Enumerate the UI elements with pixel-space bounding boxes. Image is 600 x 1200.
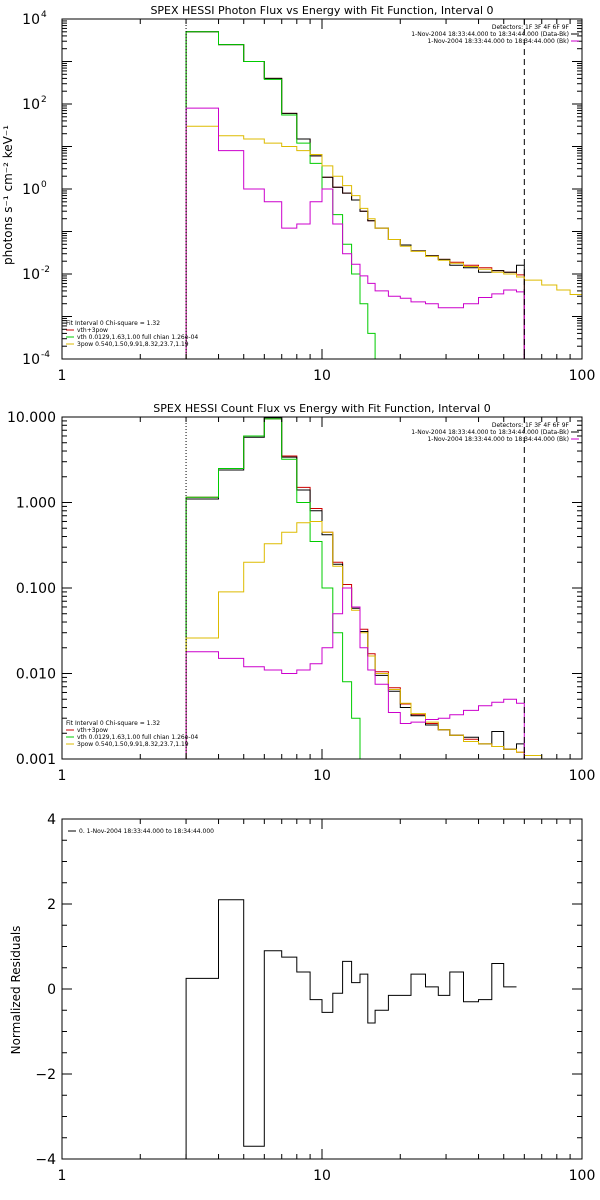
y-tick-label: 0.100 <box>16 581 56 597</box>
count-flux-plot: 1 10 100 0.001 0.010 0.100 1.000 10.000 Detector… <box>7 410 595 784</box>
residuals-plot: 1 10 100 −4 −2 0 2 4 0. 1-Nov-2004 18:33:44.000 … <box>35 812 595 1184</box>
x-tick-label: 10 <box>313 1168 331 1184</box>
plot-frame <box>61 818 583 1160</box>
x-tick-label: 100 <box>569 1168 596 1184</box>
photon-flux-ylabel: photons s⁻¹ cm⁻² keV⁻¹ <box>1 125 15 265</box>
legend-bottom-entry: 3pow 0.540,1.50,9.91,8.32,23.7,1.19 <box>77 741 189 748</box>
y-tick-label: 10 <box>22 267 40 283</box>
x-tick-label: 100 <box>569 368 596 384</box>
legend-top-entry: 1-Nov-2004 18:33:44.000 to 18:34:44.000 … <box>411 429 569 436</box>
series-group <box>185 31 582 359</box>
y-tick-label: −2 <box>35 1067 56 1083</box>
y-tick-label: 2 <box>47 897 56 913</box>
series-line-4 <box>185 107 525 359</box>
residuals-panel: Normalized Residuals 1 10 100 −4 −2 0 2 4 0. 1-N… <box>9 812 595 1184</box>
y-tick-label: 10.000 <box>7 410 56 426</box>
y-tick-label: 0.001 <box>16 752 56 768</box>
legend-bottom-entry: 3pow 0.540,1.50,9.91,8.32,23.7,1.19 <box>77 341 189 348</box>
x-tick-label: 100 <box>569 768 596 784</box>
count-flux-title: SPEX HESSI Count Flux vs Energy with Fit… <box>153 402 490 415</box>
legend-residual-entry: 0. 1-Nov-2004 18:33:44.000 to 18:34:44.0… <box>79 828 214 835</box>
x-tick-label: 1 <box>58 1168 67 1184</box>
series-line-4 <box>185 587 525 759</box>
x-tick-label: 1 <box>58 768 67 784</box>
legend-top-entry: 1-Nov-2004 18:33:44.000 to 18:34:44.000 … <box>427 436 569 443</box>
count-flux-panel: SPEX HESSI Count Flux vs Energy with Fit… <box>7 402 595 784</box>
legend-top-entry: Detectors: 1F 3F 4F 6F 9F <box>492 422 570 429</box>
legend-bottom-title: Fit Interval 0 Chi-square = 1.32 <box>66 720 160 727</box>
legend-top-entry: 1-Nov-2004 18:33:44.000 to 18:34:44.000 … <box>427 38 569 45</box>
series-line-3 <box>185 521 582 759</box>
y-tick-label: 10 <box>22 12 40 28</box>
series-group <box>185 417 582 759</box>
y-tick-label: 10 <box>22 182 40 198</box>
y-tick-label: 4 <box>47 812 56 828</box>
legend-bottom-entry: vth 0.0129,1.63,1.00 full chian 1.26e-04 <box>77 334 198 341</box>
y-tick-label: 10 <box>22 352 40 368</box>
y-tick-exponent: -2 <box>41 265 50 275</box>
series-line-2 <box>185 31 401 359</box>
x-tick-label: 1 <box>58 368 67 384</box>
legend-bottom-entry: vth+3pow <box>77 727 108 734</box>
legend-bottom-entry: vth 0.0129,1.63,1.00 full chian 1.26e-04 <box>77 734 198 741</box>
y-tick-label: 0 <box>47 982 56 998</box>
photon-flux-panel: SPEX HESSI Photon Flux vs Energy with Fi… <box>1 4 595 384</box>
residuals-ylabel: Normalized Residuals <box>9 926 23 1055</box>
series-line-3 <box>185 125 582 359</box>
y-tick-label: 0.010 <box>16 667 56 683</box>
y-tick-label: −4 <box>35 1152 56 1168</box>
y-tick-label: 10 <box>22 97 40 113</box>
legend-top-entry: 1-Nov-2004 18:33:44.000 to 18:34:44.000 … <box>411 31 569 38</box>
y-tick-exponent: -4 <box>41 350 50 360</box>
y-tick-exponent: 2 <box>41 95 47 105</box>
legend-top-entry: Detectors: 1F 3F 4F 6F 9F <box>492 24 570 31</box>
series-line-0 <box>185 899 517 1159</box>
legend-bottom-title: Fit Interval 0 Chi-square = 1.32 <box>66 320 160 327</box>
y-tick-exponent: 4 <box>41 10 47 20</box>
x-tick-label: 10 <box>313 368 331 384</box>
x-tick-label: 10 <box>313 768 331 784</box>
series-group <box>185 899 517 1159</box>
photon-flux-title: SPEX HESSI Photon Flux vs Energy with Fi… <box>150 4 493 17</box>
legend-bottom-entry: vth+3pow <box>77 327 108 334</box>
y-tick-exponent: 0 <box>41 180 47 190</box>
series-line-2 <box>185 418 368 759</box>
y-tick-label: 1.000 <box>16 496 56 512</box>
